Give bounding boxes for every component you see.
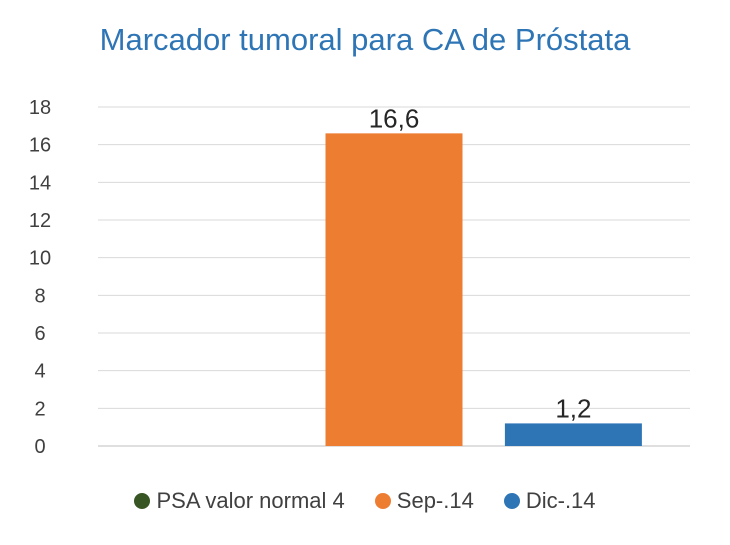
y-tick-label: 18 [29, 97, 51, 119]
data-label: 16,6 [369, 103, 420, 133]
legend-swatch [134, 493, 151, 509]
legend: PSA valor normal 4 Sep-.14 Dic-.14 [0, 488, 730, 514]
legend-swatch [374, 493, 391, 509]
chart-title: Marcador tumoral para CA de Próstata [99, 22, 631, 57]
y-tick-label: 16 [29, 135, 51, 157]
y-tick-label: 12 [29, 210, 51, 232]
y-tick-label: 10 [29, 248, 51, 270]
legend-swatch [503, 493, 520, 509]
y-tick-label: 4 [34, 361, 45, 383]
y-tick-label: 0 [34, 436, 45, 458]
y-tick-label: 8 [34, 285, 45, 307]
legend-label: Dic-.14 [525, 488, 596, 513]
y-tick-label: 6 [34, 323, 45, 345]
y-tick-label: 2 [34, 398, 45, 420]
bar [504, 423, 642, 446]
legend-item: PSA valor normal 4 [134, 488, 345, 514]
legend-item: Dic-.14 [503, 488, 596, 514]
y-tick-label: 14 [29, 172, 51, 194]
bar [325, 133, 463, 446]
legend-label: Sep-.14 [396, 488, 474, 513]
legend-item: Sep-.14 [374, 488, 474, 514]
data-label: 1,2 [555, 393, 591, 423]
legend-label: PSA valor normal 4 [156, 488, 345, 513]
